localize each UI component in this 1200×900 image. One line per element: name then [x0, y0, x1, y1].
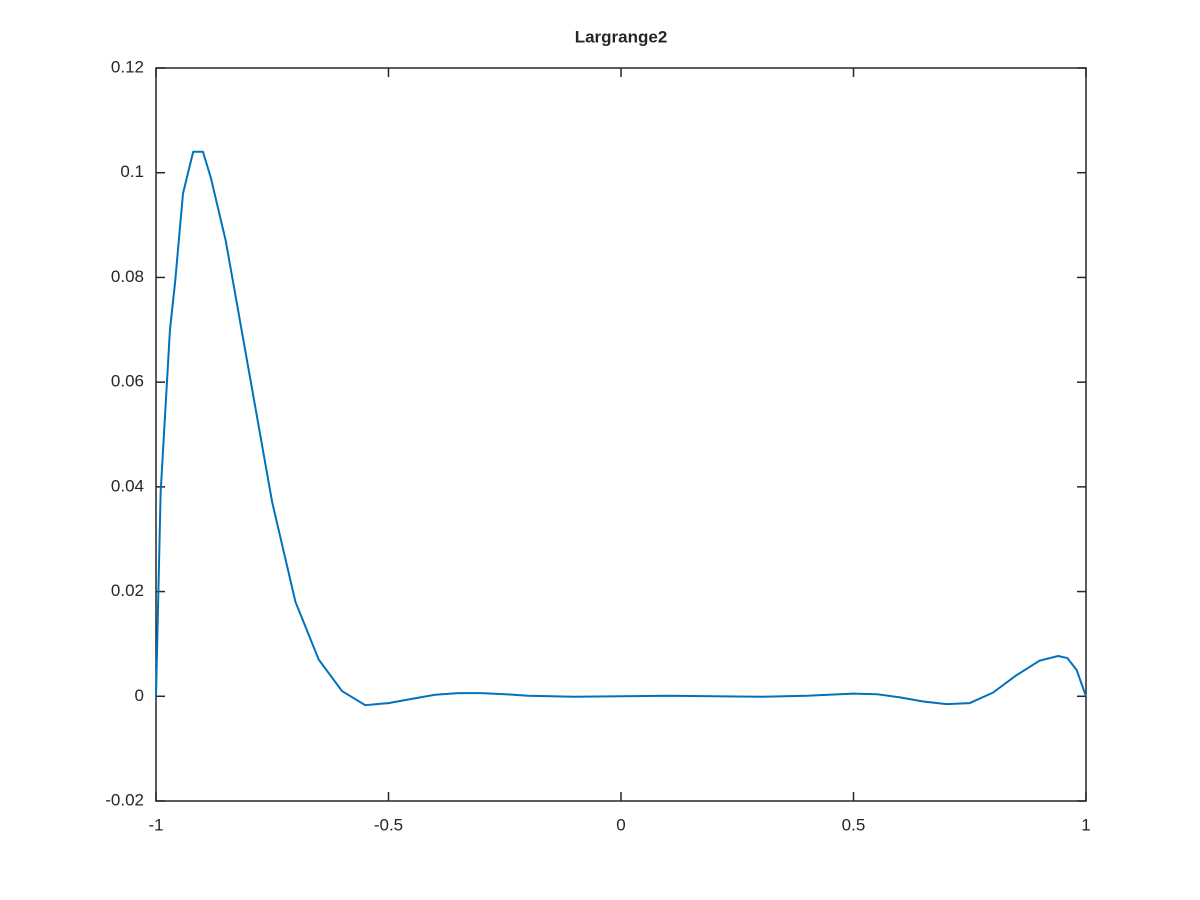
y-tick-label: -0.02	[105, 790, 144, 809]
y-tick-label: 0.12	[111, 57, 144, 76]
x-tick-label: -0.5	[374, 815, 403, 834]
x-tick-label: 0	[616, 815, 625, 834]
chart-title: Largrange2	[575, 27, 668, 46]
x-tick-label: -1	[148, 815, 163, 834]
data-line	[155, 150, 1087, 707]
y-tick-label: 0.1	[120, 162, 144, 181]
y-tick-label: 0.04	[111, 476, 144, 495]
y-tick-label: 0.08	[111, 267, 144, 286]
y-tick-label: 0.06	[111, 372, 144, 391]
x-tick-label: 1	[1081, 815, 1090, 834]
y-tick-label: 0.02	[111, 581, 144, 600]
x-tick-label: 0.5	[842, 815, 866, 834]
y-tick-label: 0	[135, 686, 144, 705]
